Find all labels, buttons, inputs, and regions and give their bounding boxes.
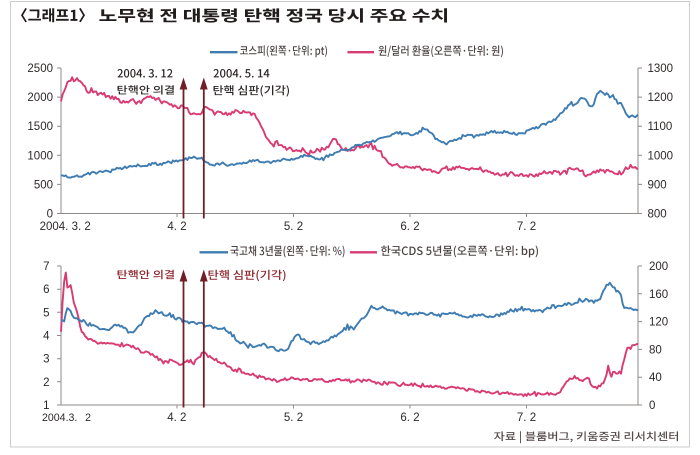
- svg-text:500: 500: [34, 179, 53, 191]
- svg-text:2004. 3. 2: 2004. 3. 2: [40, 221, 91, 233]
- svg-text:0: 0: [649, 400, 655, 412]
- svg-text:5. 2: 5. 2: [284, 221, 303, 233]
- svg-text:1: 1: [43, 400, 49, 412]
- svg-text:1000: 1000: [27, 150, 53, 162]
- svg-text:4: 4: [43, 331, 50, 343]
- svg-text:900: 900: [648, 179, 667, 191]
- svg-text:120: 120: [649, 317, 668, 329]
- svg-text:800: 800: [648, 209, 667, 221]
- svg-text:80: 80: [649, 344, 662, 356]
- svg-text:200: 200: [649, 261, 668, 273]
- svg-text:5: 5: [43, 307, 49, 319]
- svg-text:1200: 1200: [648, 92, 674, 104]
- svg-text:1300: 1300: [648, 63, 674, 75]
- svg-text:1000: 1000: [648, 150, 674, 162]
- svg-text:2004.3.: 2004.3.: [42, 412, 77, 424]
- svg-text:2: 2: [43, 377, 49, 389]
- svg-text:5. 2: 5. 2: [284, 412, 303, 424]
- svg-text:6. 2: 6. 2: [400, 221, 419, 233]
- svg-text:40: 40: [649, 372, 662, 384]
- svg-text:1100: 1100: [648, 121, 673, 133]
- svg-text:2000: 2000: [27, 92, 53, 104]
- svg-text:2: 2: [85, 412, 91, 424]
- svg-text:1500: 1500: [27, 121, 53, 133]
- svg-text:4. 2: 4. 2: [167, 221, 186, 233]
- svg-text:3: 3: [43, 354, 49, 366]
- svg-text:4. 2: 4. 2: [167, 412, 186, 424]
- svg-text:6: 6: [43, 284, 49, 296]
- svg-text:7. 2: 7. 2: [517, 412, 536, 424]
- svg-text:7. 2: 7. 2: [517, 221, 536, 233]
- svg-text:7: 7: [43, 261, 49, 273]
- svg-text:160: 160: [649, 289, 668, 301]
- svg-text:0: 0: [47, 209, 53, 221]
- svg-text:6. 2: 6. 2: [400, 412, 419, 424]
- svg-text:2500: 2500: [27, 63, 53, 75]
